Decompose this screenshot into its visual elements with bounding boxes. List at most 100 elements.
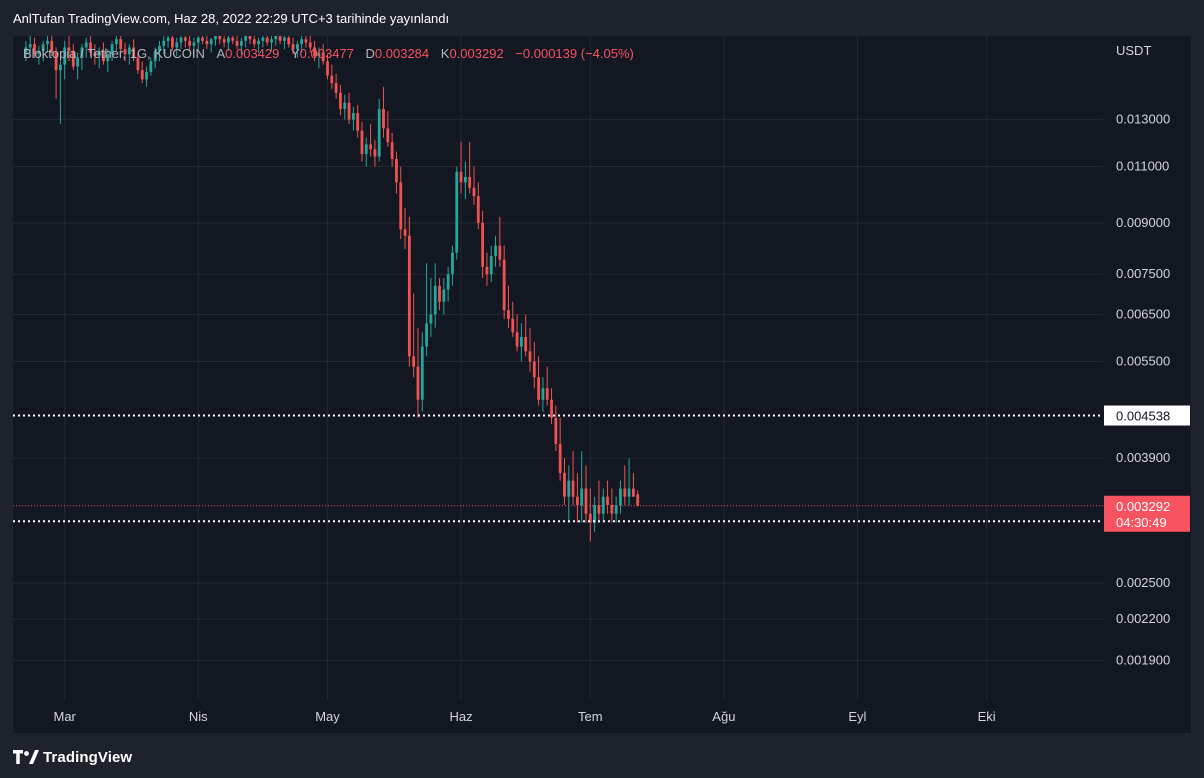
candle [334, 73, 338, 99]
candle [580, 451, 584, 523]
candle [330, 64, 334, 89]
candle-body [175, 42, 179, 48]
candle-body [571, 480, 575, 497]
candle [451, 245, 454, 286]
low-label: D [365, 46, 375, 61]
candle [158, 40, 161, 62]
candle [71, 44, 75, 71]
candle-body [588, 513, 592, 523]
candle [321, 44, 325, 65]
candle-body [89, 42, 92, 53]
footer: TradingView [0, 733, 1204, 778]
candle [494, 235, 497, 267]
candle-body [300, 39, 304, 45]
candle-body [356, 113, 360, 131]
candle-body [360, 130, 364, 155]
candle [571, 451, 575, 506]
y-tick-label: 0.006500 [1116, 306, 1170, 321]
candle-body [192, 42, 196, 46]
y-tick-label: 0.005500 [1116, 353, 1170, 368]
candle-body [63, 47, 67, 65]
candle [373, 139, 377, 167]
candle [54, 47, 58, 99]
candle-body [24, 47, 28, 53]
candle [218, 36, 222, 45]
candle-body [623, 488, 627, 497]
candle [532, 341, 536, 389]
candle [459, 142, 463, 194]
candle-body [420, 346, 424, 400]
candle [537, 356, 541, 406]
candle [606, 480, 609, 514]
candle [63, 40, 67, 80]
candle [619, 480, 622, 514]
candle [300, 36, 304, 53]
y-axis-unit: USDT [1116, 43, 1151, 58]
candle [446, 266, 450, 302]
candle-body [313, 47, 316, 56]
candle-body [205, 40, 209, 45]
candle-body [201, 37, 204, 41]
candle-body [584, 488, 588, 514]
candle [442, 278, 446, 315]
tradingview-brand: TradingView [43, 748, 133, 766]
candle-body [601, 496, 605, 514]
candle-body [214, 36, 217, 40]
candle [476, 182, 480, 230]
candle-body [166, 37, 170, 41]
candle [614, 496, 618, 523]
candle-body [28, 44, 32, 48]
candle-body [171, 37, 174, 48]
candle-body [54, 52, 58, 71]
tradingview-logo[interactable]: TradingView [13, 747, 132, 767]
last-price-label-bg [1104, 495, 1190, 532]
candle-body [265, 37, 269, 43]
candle [507, 285, 510, 328]
symbol-legend: Bloktopia / Tether, 1G, KUCOIN A0.003429… [23, 46, 634, 61]
candle-body [455, 171, 459, 253]
candle-body [132, 47, 136, 58]
candle-body [257, 40, 260, 45]
candle-body [339, 92, 342, 109]
candle-body [476, 196, 480, 223]
candle [171, 36, 174, 51]
candle-body [127, 47, 131, 55]
candle [498, 216, 502, 267]
candle-body [334, 83, 338, 93]
x-tick-label: Eki [978, 709, 996, 724]
candle [567, 465, 571, 523]
candle [119, 36, 123, 53]
candle-body [321, 52, 325, 62]
candle-body [343, 102, 347, 109]
candle-body [347, 102, 351, 120]
candle-body [519, 336, 523, 347]
candle-body [114, 39, 118, 45]
candle [114, 36, 118, 51]
symbol-name[interactable]: Bloktopia / Tether, 1G, KUCOIN [23, 46, 205, 61]
candle-body [231, 37, 235, 41]
candle-body [218, 36, 222, 40]
candle-body [239, 40, 243, 46]
candle-body [377, 108, 381, 157]
candle [485, 252, 489, 286]
last-price-countdown: 04:30:49 [1116, 515, 1167, 530]
candle [209, 37, 213, 53]
candle [132, 39, 136, 62]
candle-body [481, 222, 485, 267]
candle-body [532, 361, 536, 378]
candle-body [507, 310, 510, 319]
candle [511, 301, 515, 337]
candle-body [550, 399, 553, 418]
candle [175, 37, 179, 56]
candle [179, 36, 183, 50]
candle [106, 49, 110, 72]
candle [295, 40, 299, 58]
candle-body [399, 182, 403, 230]
candle [227, 36, 230, 51]
candle [360, 121, 364, 162]
candle [28, 36, 32, 56]
candle-body [287, 37, 291, 45]
candle [601, 488, 605, 523]
